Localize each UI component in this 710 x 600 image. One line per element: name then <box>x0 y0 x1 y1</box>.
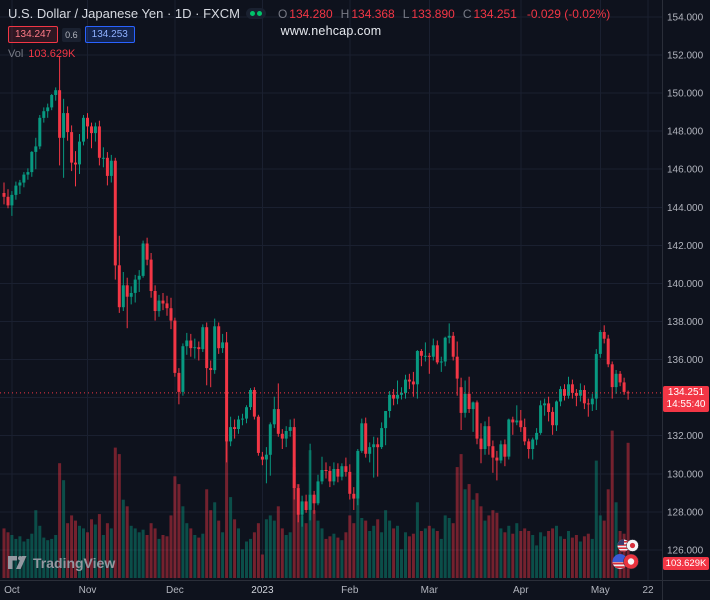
symbol-flags <box>612 539 639 570</box>
candlestick-series <box>2 56 630 527</box>
svg-text:Dec: Dec <box>166 585 184 596</box>
svg-text:Nov: Nov <box>79 585 97 596</box>
svg-text:142.000: 142.000 <box>667 241 704 252</box>
low-value: 133.890 <box>411 6 455 21</box>
tradingview-attribution[interactable]: TradingView <box>8 554 115 571</box>
svg-text:130.000: 130.000 <box>667 469 704 480</box>
high-value: 134.368 <box>351 6 395 21</box>
svg-text:152.000: 152.000 <box>667 51 704 62</box>
sell-bid-button[interactable]: 134.247 <box>8 26 59 43</box>
svg-text:132.000: 132.000 <box>667 431 704 442</box>
svg-text:144.000: 144.000 <box>667 203 704 214</box>
ohlc-values: O 134.280 H 134.368 L 133.890 C 134.251 <box>272 7 517 21</box>
tradingview-logo-icon <box>8 556 27 569</box>
svg-text:154.000: 154.000 <box>667 12 704 23</box>
grid-lines <box>0 0 662 580</box>
volume-legend: Vol 103.629K <box>8 48 610 60</box>
price-axis[interactable]: 126.000128.000130.000132.000134.000136.0… <box>667 12 704 556</box>
time-axis[interactable]: Oct Nov Dec 2023 Feb Mar Apr May 22 <box>4 585 654 596</box>
symbol-title[interactable]: U.S. Dollar / Japanese Yen · 1D · FXCM <box>8 6 240 21</box>
volume-label: Vol <box>8 48 24 60</box>
volume-value: 103.629K <box>28 48 76 60</box>
high-label: H <box>340 6 350 21</box>
usdjpy-flag-icon-large[interactable] <box>612 553 639 570</box>
svg-text:128.000: 128.000 <box>667 507 704 518</box>
svg-text:148.000: 148.000 <box>667 127 704 138</box>
svg-text:22: 22 <box>642 585 654 596</box>
open-value: 134.280 <box>289 6 333 21</box>
price-tag: 134.251 14:55:40 <box>663 385 709 412</box>
volume-series <box>2 430 630 578</box>
volume-axis-tag: 103.629K <box>663 557 709 570</box>
bar-countdown: 14:55:40 <box>666 398 706 410</box>
last-price-value: 134.251 <box>667 386 705 398</box>
open-label: O <box>277 6 288 21</box>
svg-text:2023: 2023 <box>251 585 274 596</box>
svg-text:150.000: 150.000 <box>667 89 704 100</box>
svg-text:138.000: 138.000 <box>667 317 704 328</box>
buy-ask-button[interactable]: 134.253 <box>84 26 135 43</box>
usdjpy-flag-icon-small <box>617 539 639 552</box>
spread-value: 0.6 <box>62 27 81 42</box>
change-value: -0.029 (-0.02%) <box>526 6 611 21</box>
svg-text:Mar: Mar <box>421 585 439 596</box>
bid-ask-widget: 134.247 0.6 134.253 <box>8 26 610 43</box>
close-label: C <box>462 6 472 21</box>
svg-text:Oct: Oct <box>4 585 20 596</box>
svg-text:146.000: 146.000 <box>667 165 704 176</box>
svg-text:126.000: 126.000 <box>667 545 704 556</box>
market-status-icon[interactable] <box>245 8 266 19</box>
svg-text:May: May <box>591 585 610 596</box>
chart-legend: U.S. Dollar / Japanese Yen · 1D · FXCM O… <box>8 6 610 60</box>
close-value: 134.251 <box>473 6 517 21</box>
svg-text:Apr: Apr <box>513 585 529 596</box>
svg-text:140.000: 140.000 <box>667 279 704 290</box>
site-watermark: www.nehcap.com <box>280 24 382 38</box>
tradingview-logo-text: TradingView <box>33 554 116 571</box>
svg-text:136.000: 136.000 <box>667 355 704 366</box>
low-label: L <box>402 6 410 21</box>
svg-text:Feb: Feb <box>341 585 359 596</box>
